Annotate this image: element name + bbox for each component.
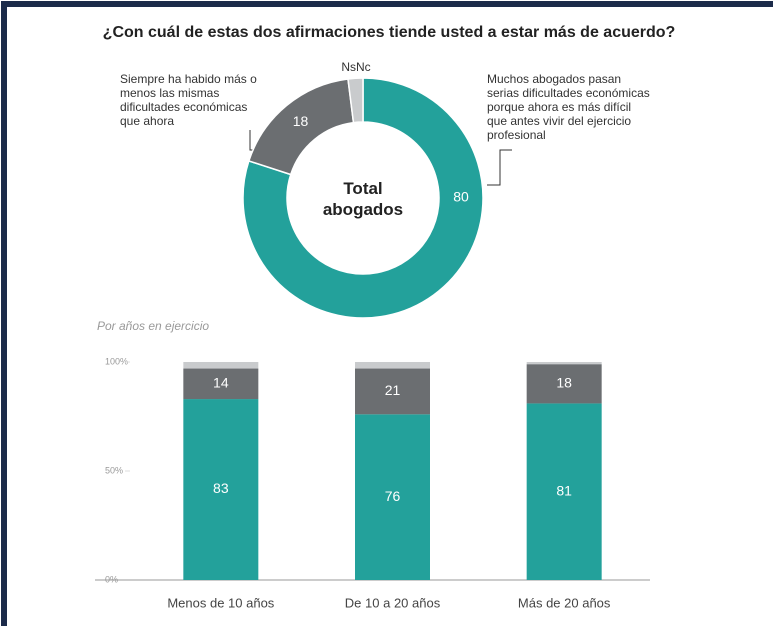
leader-line bbox=[487, 149, 512, 186]
bar-segment bbox=[355, 414, 430, 580]
data-label: 81 bbox=[556, 482, 572, 498]
data-label: 14 bbox=[213, 375, 229, 391]
slice-label: Muchos abogados pasan serias dificultade… bbox=[487, 72, 650, 142]
bar-segment bbox=[526, 364, 602, 404]
slice-label: Siempre ha habido más o menos las mismas… bbox=[120, 72, 257, 128]
bar-segment bbox=[183, 399, 259, 580]
bar-segment bbox=[526, 362, 602, 365]
x-tick-label: Menos de 10 años bbox=[167, 595, 274, 610]
y-tick-label: 100% bbox=[105, 356, 128, 366]
y-tick-label: 50% bbox=[105, 465, 123, 475]
slice-label: NsNc bbox=[341, 60, 371, 74]
subtitle: Por años en ejercicio bbox=[97, 319, 209, 333]
bar-segment bbox=[526, 403, 602, 580]
chart-title: ¿Con cuál de estas dos afirmaciones tien… bbox=[103, 24, 676, 41]
x-tick-label: De 10 a 20 años bbox=[345, 595, 441, 610]
bar-segment bbox=[183, 362, 259, 369]
slice bbox=[347, 77, 364, 124]
data-label: 18 bbox=[556, 375, 572, 391]
bar-segment bbox=[183, 368, 259, 400]
data-label: 83 bbox=[213, 480, 229, 496]
bar-segment bbox=[355, 368, 430, 415]
bar-segment bbox=[355, 362, 430, 369]
y-tick-label: 0% bbox=[105, 574, 118, 584]
data-label: 80 bbox=[453, 189, 469, 205]
x-tick-label: Más de 20 años bbox=[518, 595, 611, 610]
center-label: Total abogados bbox=[322, 179, 404, 219]
data-label: 76 bbox=[385, 488, 401, 504]
slice bbox=[242, 77, 484, 319]
data-label: 21 bbox=[385, 382, 401, 398]
data-label: 18 bbox=[293, 113, 309, 129]
